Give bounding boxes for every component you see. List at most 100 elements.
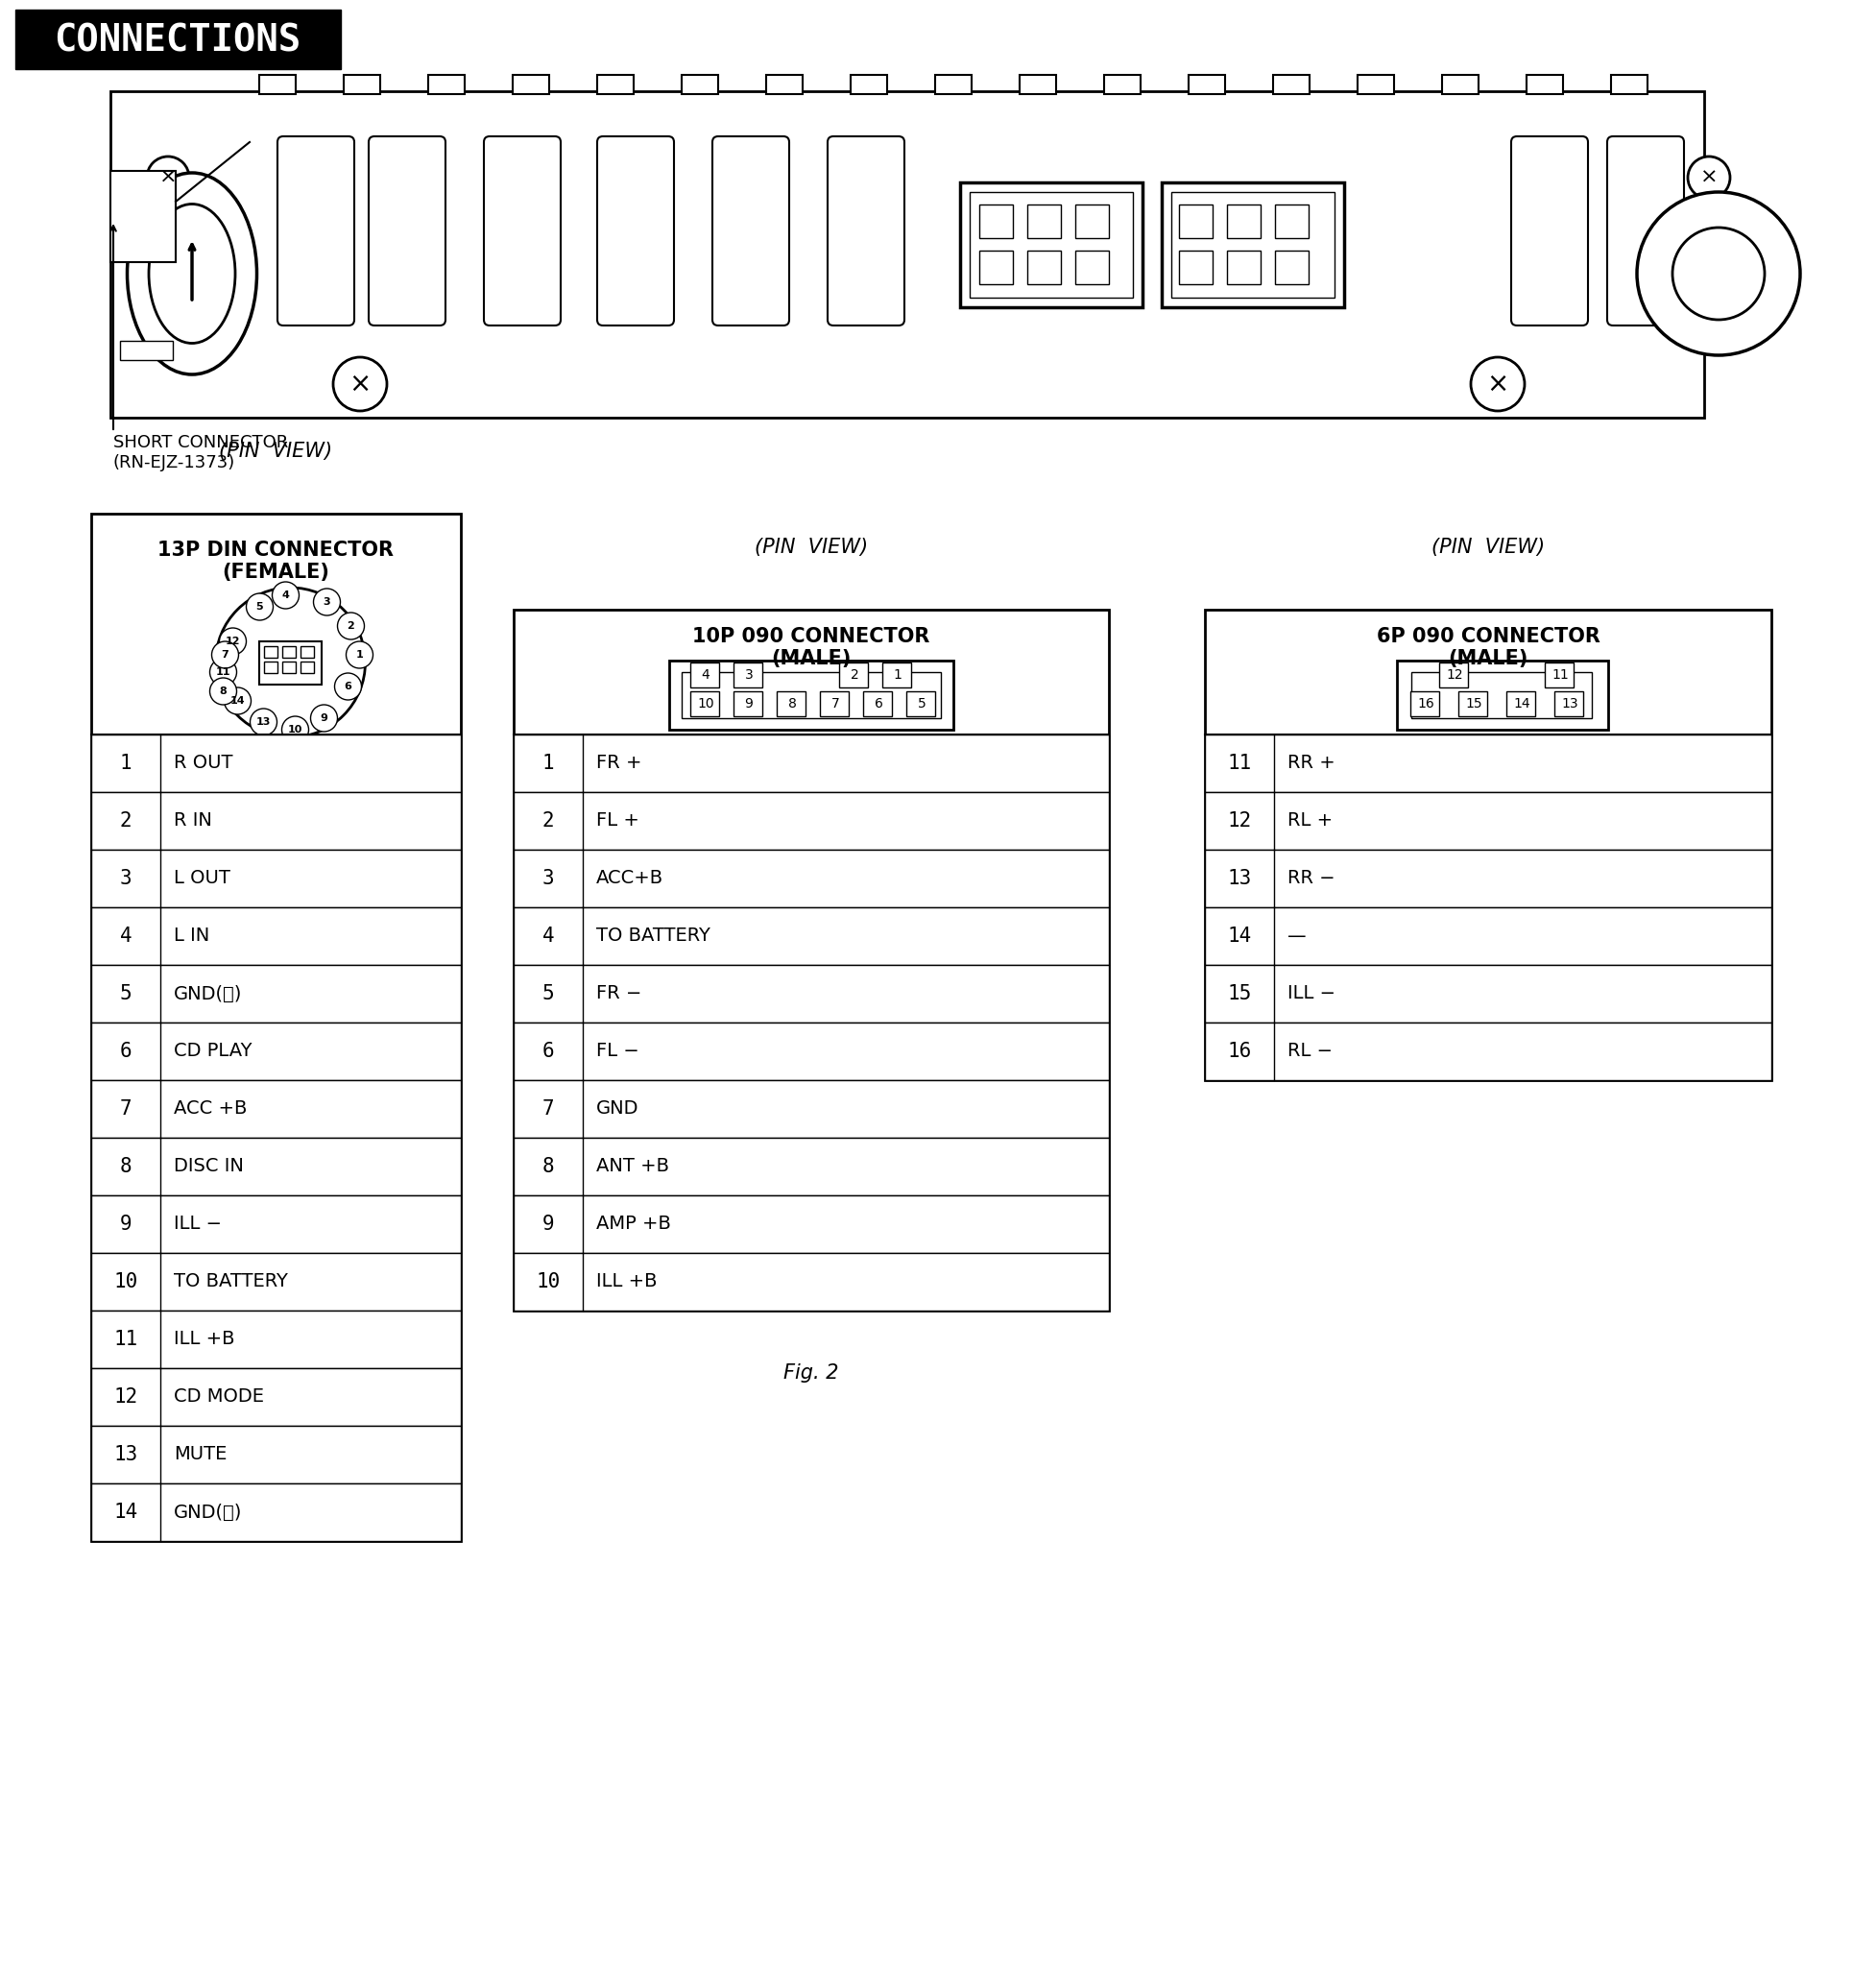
Bar (111, 91, 1703, 417)
Text: 9: 9 (542, 1215, 553, 1234)
Bar (1028, 251, 1062, 284)
Text: RL −: RL − (1287, 1043, 1332, 1061)
Bar (1021, 75, 1056, 95)
Bar (92, 1195, 461, 1252)
Text: 8: 8 (788, 697, 795, 711)
FancyBboxPatch shape (484, 136, 561, 326)
Text: 6: 6 (874, 697, 884, 711)
Bar (92, 1023, 461, 1080)
Text: 13: 13 (1561, 697, 1578, 711)
FancyBboxPatch shape (15, 10, 341, 69)
Text: 13: 13 (1227, 869, 1251, 889)
Circle shape (334, 673, 362, 699)
Bar (92, 849, 461, 907)
FancyBboxPatch shape (597, 136, 673, 326)
Bar (1178, 205, 1212, 239)
Circle shape (313, 589, 340, 616)
Bar (882, 662, 912, 687)
Bar (92, 1311, 461, 1369)
Text: 5: 5 (255, 602, 263, 612)
Bar (92, 907, 461, 966)
Text: DISC IN: DISC IN (174, 1157, 244, 1175)
Bar (514, 907, 1109, 966)
Text: 12: 12 (114, 1386, 139, 1406)
Text: ×: × (1486, 371, 1508, 397)
Bar (428, 75, 465, 95)
Circle shape (281, 717, 310, 743)
Text: 14: 14 (1227, 926, 1251, 946)
Text: 13: 13 (114, 1446, 139, 1463)
Text: 2: 2 (850, 668, 859, 681)
FancyBboxPatch shape (1512, 136, 1587, 326)
Text: ILL +B: ILL +B (597, 1272, 657, 1292)
Text: CD MODE: CD MODE (174, 1388, 265, 1406)
Text: 9: 9 (745, 697, 752, 711)
Text: 2: 2 (347, 622, 355, 630)
Text: 1: 1 (542, 754, 553, 772)
Text: 10: 10 (537, 1272, 561, 1292)
Text: 11: 11 (216, 668, 231, 677)
Bar (111, 172, 176, 263)
Bar (283, 646, 296, 658)
Bar (734, 662, 762, 687)
Text: 4: 4 (542, 926, 553, 946)
Text: 16: 16 (1227, 1041, 1251, 1061)
Bar (514, 966, 1109, 1023)
Text: 2: 2 (120, 812, 131, 831)
Text: 11: 11 (1551, 668, 1568, 681)
Circle shape (250, 709, 278, 735)
Text: RL +: RL + (1287, 812, 1332, 830)
Text: 10: 10 (698, 697, 715, 711)
Bar (1506, 691, 1535, 717)
Text: ×: × (349, 371, 371, 397)
Bar (1439, 662, 1467, 687)
Text: 9: 9 (120, 1215, 131, 1234)
Bar (283, 662, 296, 673)
Bar (1544, 662, 1574, 687)
Bar (92, 1426, 461, 1483)
Bar (514, 1023, 1109, 1080)
Bar (820, 691, 848, 717)
Ellipse shape (128, 174, 257, 375)
Text: 12: 12 (1446, 668, 1463, 681)
Text: (PIN  VIEW): (PIN VIEW) (1431, 537, 1544, 557)
Text: 2: 2 (542, 812, 553, 831)
Circle shape (212, 642, 238, 668)
Circle shape (210, 658, 236, 685)
Text: RR −: RR − (1287, 869, 1336, 887)
Text: 13: 13 (257, 717, 270, 727)
Text: 14: 14 (114, 1503, 139, 1523)
Text: 5: 5 (542, 984, 553, 1003)
Text: 5: 5 (917, 697, 927, 711)
Bar (734, 691, 762, 717)
Text: ×: × (159, 168, 176, 188)
FancyBboxPatch shape (278, 136, 355, 326)
Bar (514, 1195, 1109, 1252)
Bar (1171, 192, 1334, 298)
Bar (597, 75, 634, 95)
Bar (265, 646, 278, 658)
Text: 7: 7 (221, 650, 229, 660)
Bar (514, 735, 1109, 792)
Bar (300, 646, 315, 658)
Bar (92, 1080, 461, 1138)
Bar (961, 182, 1142, 308)
Bar (120, 342, 173, 359)
Text: GND(小): GND(小) (174, 986, 242, 1003)
Text: CD PLAY: CD PLAY (174, 1043, 251, 1061)
Bar (681, 672, 942, 719)
Bar (1276, 251, 1309, 284)
Circle shape (272, 583, 298, 608)
Text: 6P 090 CONNECTOR
(MALE): 6P 090 CONNECTOR (MALE) (1377, 626, 1600, 668)
Text: 1: 1 (120, 754, 131, 772)
Circle shape (1688, 156, 1730, 199)
Bar (259, 75, 296, 95)
Bar (92, 514, 461, 1540)
Text: 3: 3 (323, 596, 330, 606)
Bar (514, 849, 1109, 907)
Text: 10P 090 CONNECTOR
(MALE): 10P 090 CONNECTOR (MALE) (692, 626, 930, 668)
Bar (259, 642, 323, 685)
Bar (92, 1252, 461, 1311)
Text: 3: 3 (745, 668, 752, 681)
Bar (265, 662, 278, 673)
